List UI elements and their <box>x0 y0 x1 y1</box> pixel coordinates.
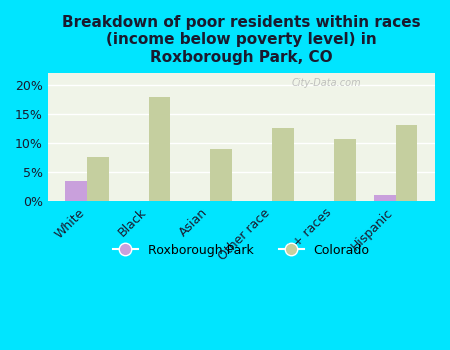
Text: City-Data.com: City-Data.com <box>292 78 361 88</box>
Bar <box>87 158 108 201</box>
Bar <box>272 128 294 201</box>
Bar <box>334 139 356 201</box>
Legend: Roxborough Park, Colorado: Roxborough Park, Colorado <box>108 238 375 261</box>
Bar <box>148 97 171 201</box>
Bar <box>65 181 87 201</box>
Title: Breakdown of poor residents within races
(income below poverty level) in
Roxboro: Breakdown of poor residents within races… <box>62 15 421 65</box>
Bar <box>374 195 396 201</box>
Bar <box>211 149 232 201</box>
Bar <box>396 125 418 201</box>
